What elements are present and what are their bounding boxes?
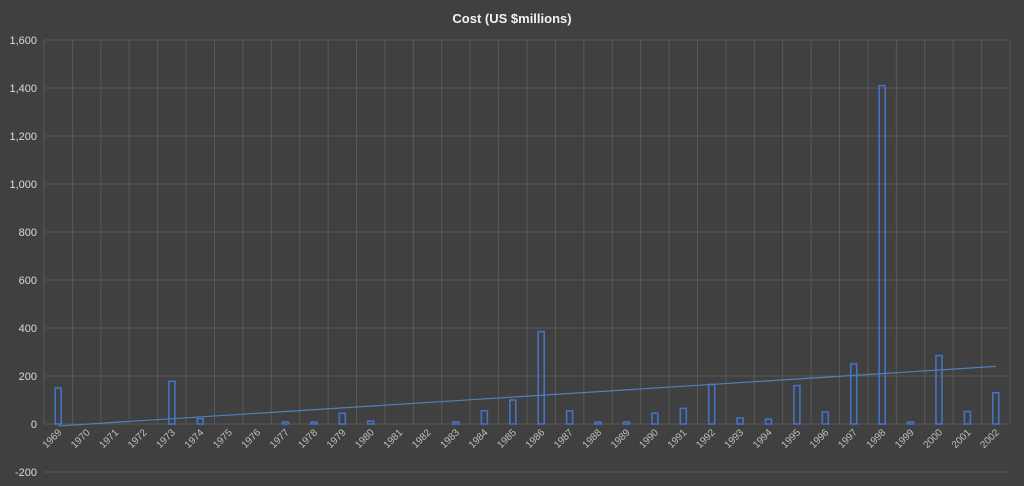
bar-1979 [338, 412, 347, 425]
bar-1983 [452, 421, 460, 425]
y-tick-label: 1,400 [9, 83, 37, 95]
bars [54, 84, 1000, 425]
x-tick-label: 1994 [751, 427, 775, 451]
x-tick-label: 1993 [723, 427, 747, 451]
x-tick-label: 1974 [183, 427, 207, 451]
bar-1997 [849, 363, 858, 425]
y-tick-label: -200 [15, 467, 37, 479]
trendline-layer [58, 365, 996, 427]
bar-1998 [878, 84, 886, 425]
y-tick-label: 400 [19, 323, 37, 335]
bar-1973 [168, 380, 176, 425]
bar-1977 [281, 421, 290, 425]
x-tick-label: 1991 [666, 427, 690, 451]
y-tick-label: 600 [19, 275, 37, 287]
x-tick-label: 1978 [297, 427, 321, 451]
y-tick-label: 1,600 [9, 35, 37, 47]
x-tick-label: 1982 [410, 427, 434, 451]
y-tick-label: 200 [19, 371, 37, 383]
bar-1986 [537, 330, 546, 425]
x-tick-label: 1969 [41, 427, 65, 451]
x-tick-label: 2000 [922, 427, 946, 451]
x-tick-label: 1986 [524, 427, 548, 451]
x-tick-label: 1981 [382, 427, 406, 451]
bar-1993 [736, 417, 744, 425]
chart-title: Cost (US $millions) [452, 11, 571, 26]
bar-1990 [651, 412, 659, 425]
bar-1994 [764, 418, 773, 425]
x-tick-label: 1992 [694, 427, 718, 451]
bar-1985 [508, 399, 517, 425]
bar-1980 [366, 420, 375, 425]
x-tick-label: 1997 [836, 427, 860, 451]
x-tick-label: 1996 [808, 427, 832, 451]
bar-2000 [935, 354, 943, 425]
x-tick-label: 1999 [893, 427, 917, 451]
x-tick-label: 1979 [325, 427, 349, 451]
x-tick-label: 2001 [950, 427, 974, 451]
x-tick-label: 1990 [637, 427, 661, 451]
x-tick-label: 1987 [552, 427, 576, 451]
bar-1999 [906, 421, 915, 425]
x-tick-label: 1989 [609, 427, 633, 451]
bar-1989 [622, 421, 631, 425]
gridlines [43, 39, 1011, 473]
x-tick-label: 1972 [126, 427, 150, 451]
bar-1991 [679, 407, 688, 425]
x-tick-label: 1984 [467, 427, 491, 451]
bar-1992 [707, 383, 716, 425]
y-tick-label: 800 [19, 227, 37, 239]
y-tick-label: 1,000 [9, 179, 37, 191]
x-tick-label: 1970 [69, 427, 93, 451]
bar-1995 [793, 384, 801, 425]
x-tick-label: 1976 [240, 427, 264, 451]
x-tick-label: 1985 [495, 427, 519, 451]
x-axis-ticks: 1969 1970 1971 1972 1973 1974 1975 1976 1977 1978… [41, 427, 1002, 451]
x-tick-label: 1995 [780, 427, 804, 451]
bar-1988 [594, 421, 602, 425]
y-tick-label: 0 [31, 419, 37, 431]
x-tick-label: 1971 [98, 427, 122, 451]
bar-1984 [480, 409, 489, 425]
x-tick-label: 2002 [978, 427, 1002, 451]
bar-2001 [963, 410, 972, 425]
bar-2002 [991, 391, 1000, 425]
bar-1969 [54, 387, 63, 425]
y-axis-ticks: -200 0 200 400 600 800 1,000 1,200 1,400 1,600 [9, 35, 37, 479]
x-tick-label: 1977 [268, 427, 292, 451]
x-tick-label: 1988 [581, 427, 605, 451]
x-tick-label: 1975 [211, 427, 235, 451]
bar-1978 [310, 421, 318, 425]
y-tick-label: 1,200 [9, 131, 37, 143]
x-tick-label: 1973 [154, 427, 178, 451]
x-tick-label: 1980 [353, 427, 377, 451]
trendline [58, 365, 996, 427]
bar-1974 [196, 417, 205, 425]
x-tick-label: 1998 [865, 427, 889, 451]
x-tick-label: 1983 [439, 427, 463, 451]
bar-1996 [821, 411, 830, 425]
bar-1987 [565, 409, 574, 425]
